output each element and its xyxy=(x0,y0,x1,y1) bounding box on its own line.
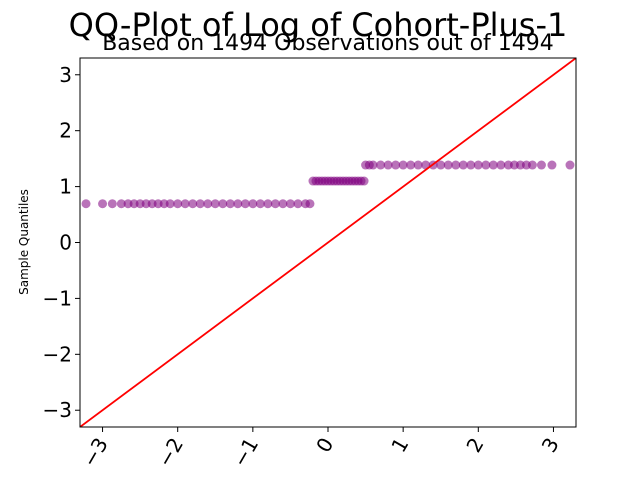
y-tick-label: −2 xyxy=(43,342,72,366)
data-point xyxy=(248,199,258,209)
y-tick-label: 0 xyxy=(59,231,72,255)
data-point xyxy=(536,160,546,170)
data-point xyxy=(195,199,205,209)
data-point xyxy=(391,160,401,170)
x-axis: −3 −2 −1 0 1 2 3 xyxy=(77,427,564,472)
x-tick-label: 1 xyxy=(386,434,413,457)
y-axis: −3 −2 −1 0 1 2 3 xyxy=(43,63,80,422)
data-point xyxy=(368,160,378,170)
data-point xyxy=(165,199,175,209)
data-point xyxy=(565,160,575,170)
data-point xyxy=(285,199,295,209)
x-tick-label: 2 xyxy=(461,434,488,457)
y-tick-label: −3 xyxy=(43,398,72,422)
data-point xyxy=(203,199,213,209)
data-point xyxy=(547,160,557,170)
data-point xyxy=(173,199,183,209)
plot-area xyxy=(80,58,576,427)
data-point xyxy=(107,199,117,209)
data-point xyxy=(359,176,369,186)
x-tick-label: 3 xyxy=(537,434,564,457)
data-point xyxy=(376,160,386,170)
data-point xyxy=(413,160,423,170)
x-tick-label: −2 xyxy=(153,434,189,472)
data-point xyxy=(278,199,288,209)
data-point xyxy=(527,160,537,170)
data-point xyxy=(383,160,393,170)
data-point xyxy=(98,199,108,209)
data-point xyxy=(466,160,476,170)
data-point xyxy=(451,160,461,170)
data-point xyxy=(116,199,126,209)
data-point xyxy=(481,160,491,170)
data-point xyxy=(436,160,446,170)
data-point xyxy=(263,199,273,209)
data-point xyxy=(180,199,190,209)
data-point xyxy=(473,160,483,170)
data-point xyxy=(210,199,220,209)
y-axis-label: Sample Quantiles xyxy=(17,189,31,295)
data-point xyxy=(255,199,265,209)
chart-subtitle: Based on 1494 Observations out of 1494 xyxy=(102,31,554,56)
data-point xyxy=(458,160,468,170)
data-point xyxy=(398,160,408,170)
data-point xyxy=(496,160,506,170)
reference-line xyxy=(80,58,576,427)
y-tick-label: 3 xyxy=(59,63,72,87)
y-tick-label: 1 xyxy=(59,175,72,199)
data-point xyxy=(305,199,315,209)
data-point xyxy=(443,160,453,170)
x-tick-label: 0 xyxy=(311,434,338,457)
y-tick-label: 2 xyxy=(59,119,72,143)
x-tick-label: −1 xyxy=(228,434,264,472)
chart-title: QQ-Plot of Log of Cohort-Plus-1 xyxy=(69,6,568,44)
x-tick-label: −3 xyxy=(77,434,113,472)
data-point xyxy=(218,199,228,209)
data-point xyxy=(293,199,303,209)
data-point xyxy=(233,199,243,209)
data-point xyxy=(406,160,416,170)
data-point xyxy=(188,199,198,209)
y-tick-label: −1 xyxy=(43,286,72,310)
data-point xyxy=(270,199,280,209)
data-point xyxy=(240,199,250,209)
data-point xyxy=(81,199,91,209)
data-point xyxy=(488,160,498,170)
data-point xyxy=(225,199,235,209)
